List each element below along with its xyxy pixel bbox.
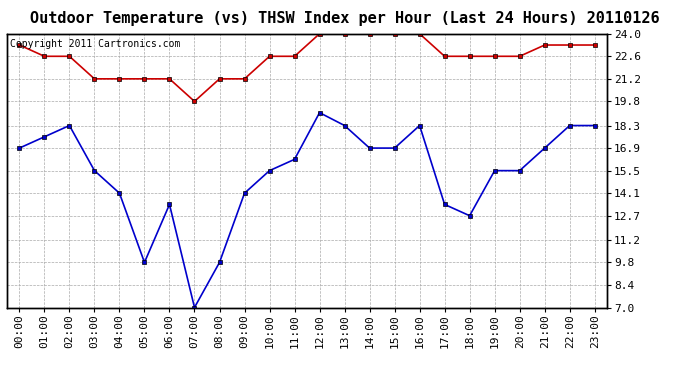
Text: Outdoor Temperature (vs) THSW Index per Hour (Last 24 Hours) 20110126: Outdoor Temperature (vs) THSW Index per …	[30, 11, 660, 26]
Text: Copyright 2011 Cartronics.com: Copyright 2011 Cartronics.com	[10, 39, 180, 49]
